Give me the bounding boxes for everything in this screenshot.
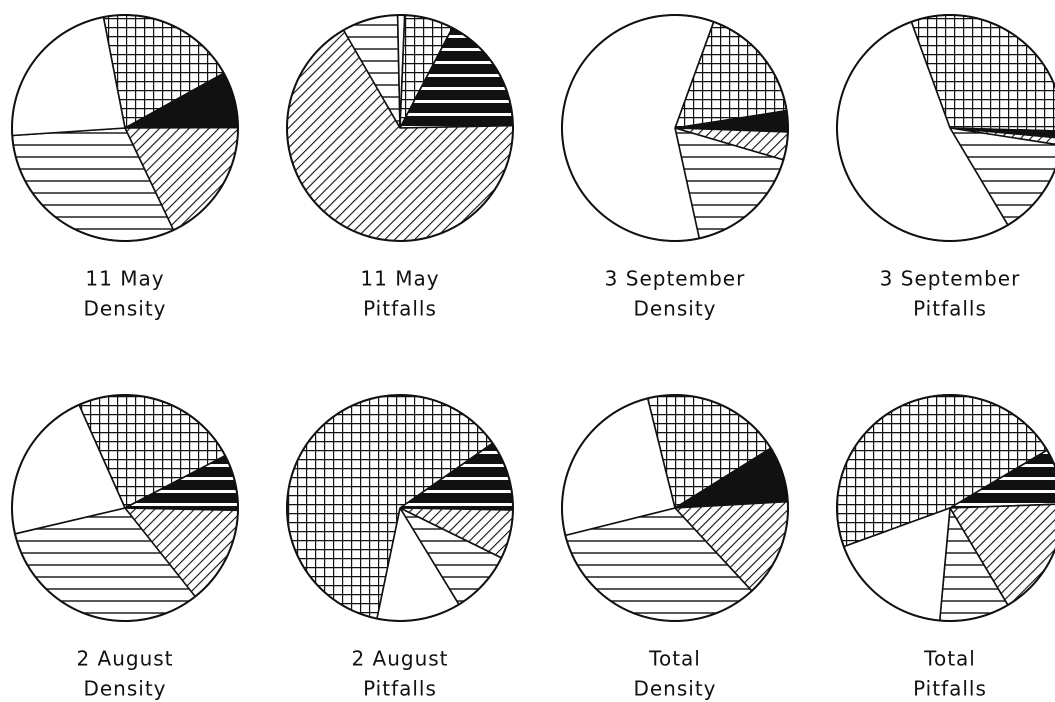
pie-title: 11 May xyxy=(85,267,164,291)
pie-subtitle: Density xyxy=(633,677,716,701)
pie-subtitle: Density xyxy=(83,677,166,701)
pie-subtitle: Pitfalls xyxy=(363,297,437,321)
pie-outline xyxy=(286,14,514,242)
pie-outline xyxy=(11,14,239,242)
pie-title: 2 August xyxy=(76,647,173,671)
pie-title: 11 May xyxy=(360,267,439,291)
pie-title: 3 September xyxy=(880,267,1021,291)
pie-subtitle: Pitfalls xyxy=(363,677,437,701)
pie-outline xyxy=(836,394,1055,622)
pie-title: 2 August xyxy=(351,647,448,671)
pie-outline xyxy=(286,394,514,622)
pie-outline xyxy=(11,394,239,622)
pie-title: 3 September xyxy=(605,267,746,291)
pie-subtitle: Pitfalls xyxy=(913,677,987,701)
pie-outline xyxy=(836,14,1055,242)
pie-outline xyxy=(561,14,789,242)
pie-subtitle: Density xyxy=(83,297,166,321)
pie-title: Total xyxy=(648,647,701,671)
pie-subtitle: Pitfalls xyxy=(913,297,987,321)
pie-title: Total xyxy=(923,647,976,671)
pie-outline xyxy=(561,394,789,622)
pie-subtitle: Density xyxy=(633,297,716,321)
